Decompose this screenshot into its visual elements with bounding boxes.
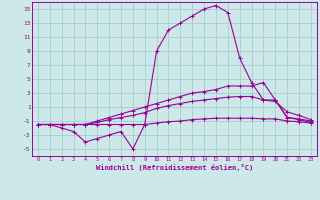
X-axis label: Windchill (Refroidissement éolien,°C): Windchill (Refroidissement éolien,°C) bbox=[96, 164, 253, 171]
